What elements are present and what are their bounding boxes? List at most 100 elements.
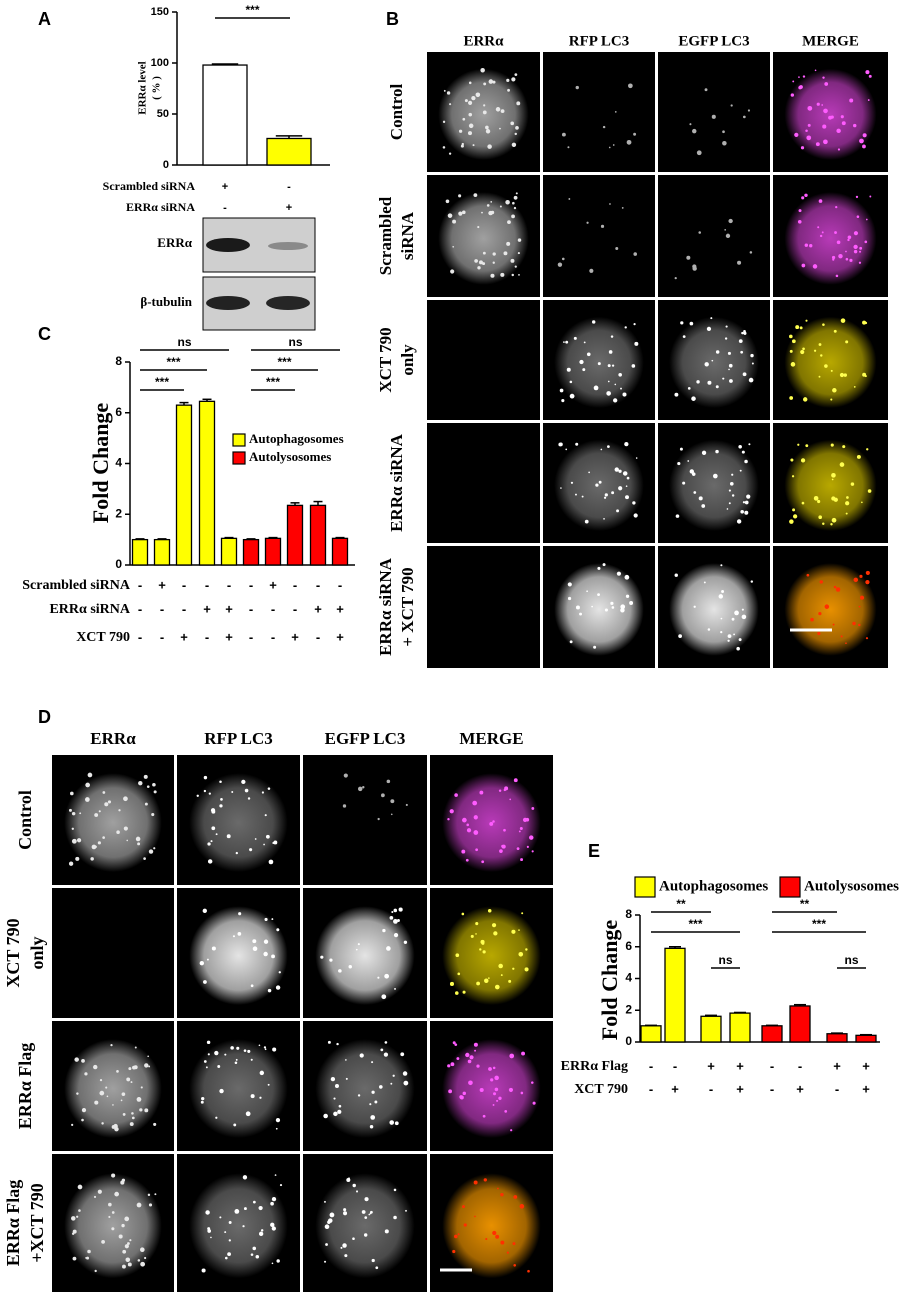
puncta <box>101 1240 105 1244</box>
puncta <box>132 1065 136 1070</box>
puncta <box>70 791 74 796</box>
puncta <box>498 789 502 792</box>
puncta <box>258 1205 263 1211</box>
puncta <box>693 491 697 494</box>
puncta <box>482 950 486 954</box>
puncta <box>126 1077 131 1082</box>
puncta <box>447 213 453 218</box>
puncta <box>584 519 589 524</box>
puncta <box>135 836 141 842</box>
puncta <box>742 115 746 119</box>
puncta <box>597 362 601 366</box>
puncta <box>626 139 632 145</box>
puncta <box>263 939 269 944</box>
puncta <box>487 144 492 149</box>
condition-sign: + <box>736 1081 744 1096</box>
puncta <box>845 250 847 253</box>
puncta <box>568 198 571 200</box>
puncta <box>822 124 827 129</box>
puncta <box>247 1049 251 1053</box>
puncta <box>211 826 216 831</box>
puncta <box>364 1197 369 1202</box>
puncta <box>138 780 143 786</box>
puncta <box>94 1100 99 1105</box>
puncta <box>205 1210 210 1215</box>
puncta <box>483 1178 487 1182</box>
puncta <box>151 812 155 817</box>
puncta <box>856 215 860 219</box>
puncta <box>514 132 517 136</box>
puncta <box>614 110 617 113</box>
micrograph <box>658 175 770 297</box>
puncta <box>211 809 216 814</box>
puncta <box>445 199 450 204</box>
puncta <box>575 85 579 90</box>
puncta <box>721 590 725 593</box>
puncta <box>228 1221 232 1224</box>
puncta <box>352 1183 356 1188</box>
puncta <box>862 133 867 138</box>
puncta <box>264 917 268 922</box>
puncta <box>259 1070 265 1076</box>
puncta <box>830 398 833 401</box>
puncta <box>806 573 810 577</box>
puncta <box>794 132 799 138</box>
puncta <box>821 104 824 106</box>
puncta <box>483 82 487 86</box>
puncta <box>813 496 819 501</box>
bar <box>309 504 327 566</box>
puncta <box>139 1108 143 1112</box>
puncta <box>831 473 836 478</box>
puncta <box>799 326 803 330</box>
puncta <box>455 991 459 995</box>
puncta <box>531 1081 534 1084</box>
puncta <box>481 941 485 945</box>
puncta <box>450 1062 455 1067</box>
puncta <box>123 826 128 831</box>
puncta <box>391 911 394 914</box>
puncta <box>473 1042 478 1047</box>
y-axis-label: Fold Change <box>88 403 113 524</box>
cell <box>189 1039 288 1138</box>
bar <box>220 537 238 566</box>
puncta <box>355 1190 359 1193</box>
puncta <box>494 984 500 990</box>
condition-sign: + <box>225 601 233 616</box>
y-axis-label: Fold Change <box>597 920 622 1041</box>
puncta <box>750 353 754 358</box>
puncta <box>463 1223 467 1227</box>
puncta <box>830 369 833 372</box>
bar <box>855 1034 877 1043</box>
bar <box>175 404 193 566</box>
puncta <box>795 325 800 330</box>
puncta <box>369 1103 372 1106</box>
y-tick-label: 6 <box>625 939 632 953</box>
panel-label: A <box>38 9 51 29</box>
puncta <box>338 1104 342 1108</box>
puncta <box>833 329 837 333</box>
puncta <box>516 847 520 851</box>
puncta <box>393 1215 397 1220</box>
puncta <box>830 443 834 447</box>
puncta <box>597 593 600 597</box>
puncta <box>800 349 805 355</box>
puncta <box>75 856 80 861</box>
puncta <box>481 860 485 864</box>
puncta <box>272 1047 277 1052</box>
legend-label: Autolysosomes <box>249 449 331 464</box>
puncta <box>228 1239 231 1242</box>
cell <box>669 316 759 408</box>
puncta <box>687 460 690 462</box>
puncta <box>97 1189 102 1194</box>
puncta <box>869 195 872 198</box>
puncta <box>506 241 511 246</box>
puncta <box>462 210 466 215</box>
puncta <box>845 501 850 506</box>
legend-label: Autolysosomes <box>804 878 899 894</box>
puncta <box>227 1252 231 1257</box>
puncta <box>110 1043 113 1047</box>
micrograph <box>658 52 770 172</box>
puncta <box>618 372 622 377</box>
puncta <box>559 388 564 393</box>
cell <box>189 906 288 1005</box>
